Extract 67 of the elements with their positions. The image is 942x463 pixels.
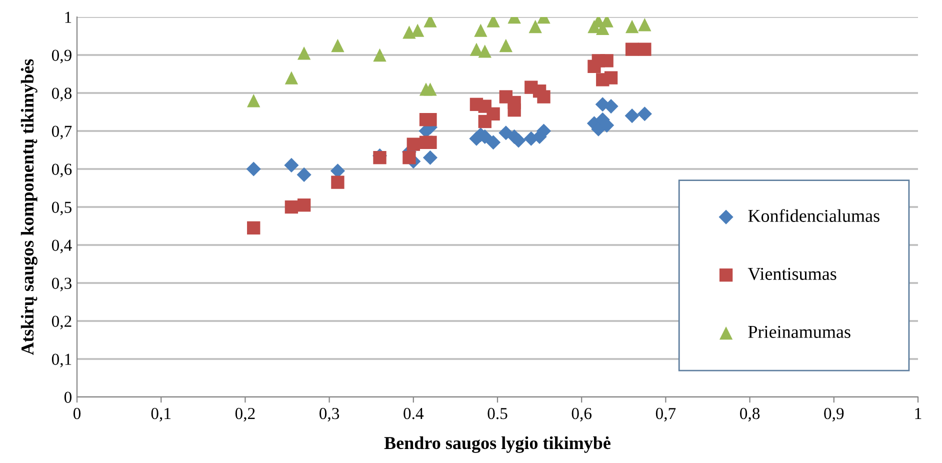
point [638,18,652,32]
y-tick-label: 0,4 [52,240,72,254]
point [499,38,512,52]
y-tick-label: 0,2 [52,316,72,330]
point [624,108,640,124]
x-tick-label: 0,2 [235,408,255,422]
point [474,24,488,37]
y-tick-label: 0,5 [52,202,72,216]
point [537,90,550,104]
point [373,48,386,62]
point [284,200,298,214]
legend-label: Konfidencialumas [748,209,880,222]
point [331,38,344,52]
point [297,46,311,60]
point [246,162,261,176]
y-tick-label: 0,6 [52,164,72,178]
y-tick-label: 0,3 [52,278,72,292]
point [373,151,386,164]
y-tick-label: 0,7 [52,126,72,140]
point [284,71,298,84]
point [508,96,521,110]
point [331,176,344,189]
legend-label: Vientisumas [748,268,836,280]
point [247,94,260,108]
point [528,20,542,34]
x-tick-label: 0,6 [572,408,592,422]
point [424,113,437,126]
y-axis-title: Atskirų saugos komponentų tikimybės [20,59,38,356]
x-tick-label: 0,7 [656,408,676,422]
point [486,107,500,120]
y-tick-label: 0,1 [52,354,72,368]
point [402,26,416,39]
point [406,138,420,151]
point [424,136,437,149]
x-tick-label: 0.5 [488,408,508,420]
x-tick-label: 0,1 [151,408,171,422]
y-tick-label: 0,9 [52,50,72,64]
x-tick-label: 0,8 [740,408,760,422]
point [402,151,416,164]
point [411,24,424,37]
y-tick-label: 0,8 [52,88,72,102]
x-tick-label: 0 [73,408,81,420]
x-tick-label: 0.4 [404,408,424,420]
point [470,42,484,56]
point [638,42,652,56]
point [604,99,618,114]
x-tick-label: 1 [915,408,922,419]
point [284,158,299,172]
point [247,221,260,234]
x-axis-title: Bendro saugos lygio tikimybė [384,436,610,453]
point [486,135,501,150]
point [625,20,639,34]
y-tick-label: 1 [65,12,72,23]
point [604,71,618,84]
point [478,44,492,58]
x-tick-label: 0,3 [320,408,340,422]
point [625,42,639,56]
point [297,198,311,212]
x-tick-label: 0,9 [824,408,844,422]
point [511,133,526,148]
point [296,167,312,182]
legend-label: Prieinamumas [748,326,850,338]
point [637,106,652,122]
y-tick-label: 0 [64,392,72,403]
point [422,150,438,165]
point [424,82,437,96]
point [600,54,614,68]
